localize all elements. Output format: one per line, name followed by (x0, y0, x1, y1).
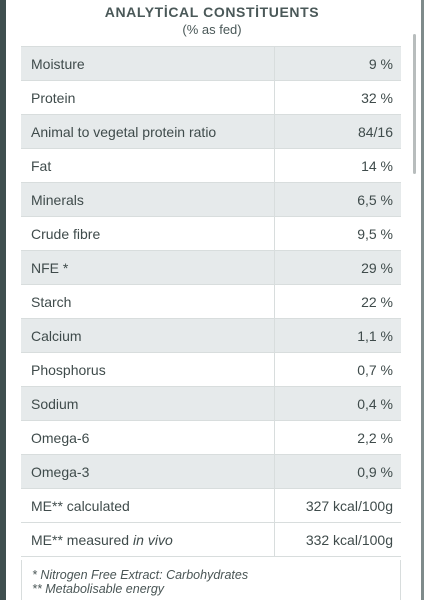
section-subtitle: (% as fed) (182, 22, 242, 37)
row-value: 9,5 % (357, 225, 393, 242)
table-row: Protein 32 % (21, 81, 401, 115)
row-value: 332 kcal/100g (305, 531, 393, 548)
left-frame-border (0, 0, 6, 600)
footnotes: * Nitrogen Free Extract: Carbohydrates *… (21, 560, 401, 600)
table-row: Starch 22 % (21, 285, 401, 319)
table-row: Omega-3 0,9 % (21, 455, 401, 489)
row-value: 6,5 % (357, 191, 393, 208)
row-value: 9 % (368, 55, 393, 72)
table-row: NFE * 29 % (21, 251, 401, 285)
row-value: 0,9 % (357, 463, 393, 480)
row-value: 0,4 % (357, 395, 393, 412)
table-row: ME** calculated 327 kcal/100g (21, 489, 401, 523)
row-label: Minerals (21, 183, 275, 216)
row-value: 2,2 % (357, 429, 393, 446)
constituents-table: Moisture 9 % Protein 32 % Animal to vege… (21, 46, 401, 557)
footnote-me: ** Metabolisable energy (32, 582, 165, 596)
row-label-main: ME** measured (31, 531, 130, 548)
table-row: Sodium 0,4 % (21, 387, 401, 421)
row-value: 84/16 (357, 123, 393, 140)
row-label: Omega-3 (21, 455, 275, 488)
row-label: Calcium (21, 319, 275, 352)
row-value: 29 % (361, 259, 393, 276)
row-value: 32 % (361, 89, 393, 106)
row-label: ME** calculated (21, 489, 275, 522)
table-row: Minerals 6,5 % (21, 183, 401, 217)
row-label: Sodium (21, 387, 275, 420)
row-label-italic: in vivo (133, 531, 173, 548)
row-label: Starch (21, 285, 275, 318)
right-frame-border (421, 0, 424, 600)
row-label: NFE * (21, 251, 275, 284)
row-label: Crude fibre (21, 217, 275, 250)
row-label: Animal to vegetal protein ratio (21, 115, 275, 148)
table-row: Omega-6 2,2 % (21, 421, 401, 455)
table-row: Moisture 9 % (21, 47, 401, 81)
row-value: 0,7 % (357, 361, 393, 378)
row-label: ME** measured in vivo (21, 523, 275, 556)
footnote-nfe: * Nitrogen Free Extract: Carbohydrates (32, 568, 249, 582)
scrollbar[interactable] (413, 34, 416, 174)
table-row: Crude fibre 9,5 % (21, 217, 401, 251)
row-value: 22 % (361, 293, 393, 310)
table-row: Calcium 1,1 % (21, 319, 401, 353)
row-label: Omega-6 (21, 421, 275, 454)
row-label: Fat (21, 149, 275, 182)
row-label: Protein (21, 81, 275, 114)
row-label: Moisture (21, 47, 275, 80)
table-row: ME** measured in vivo 332 kcal/100g (21, 523, 401, 557)
row-value: 1,1 % (357, 327, 393, 344)
row-value: 14 % (361, 157, 393, 174)
row-value: 327 kcal/100g (305, 497, 393, 514)
row-label: Phosphorus (21, 353, 275, 386)
table-row: Fat 14 % (21, 149, 401, 183)
section-title: ANALYTİCAL CONSTİTUENTS (104, 4, 320, 20)
table-row: Animal to vegetal protein ratio 84/16 (21, 115, 401, 149)
table-row: Phosphorus 0,7 % (21, 353, 401, 387)
